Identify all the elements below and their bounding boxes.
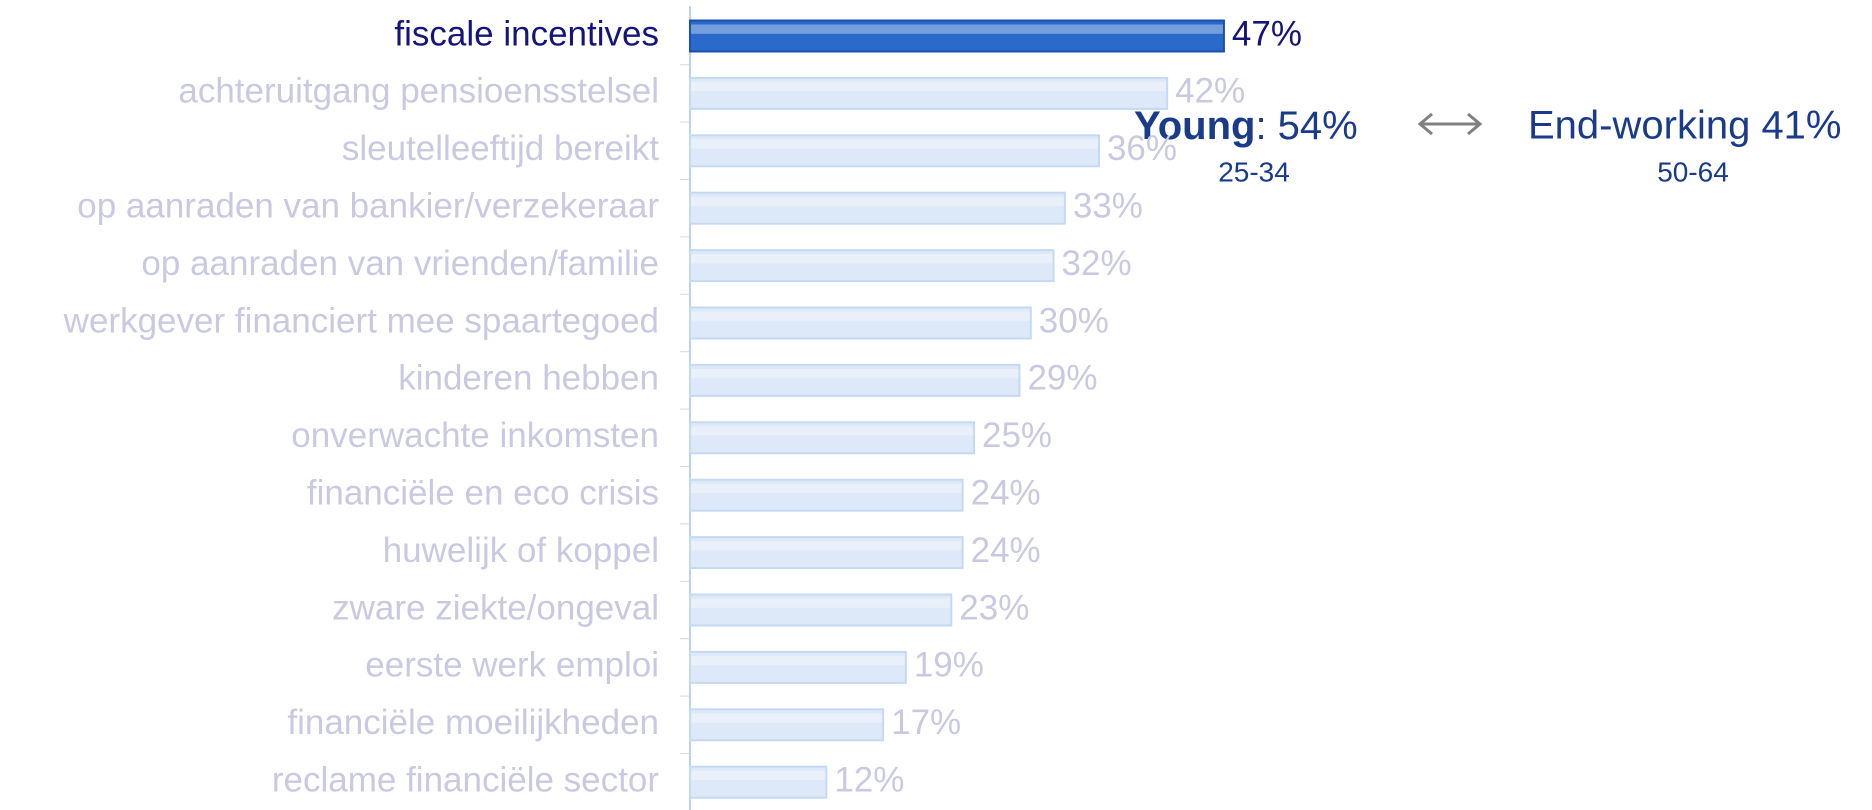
bar bbox=[689, 249, 1055, 283]
bar-highlight bbox=[691, 81, 1167, 92]
bar-highlight bbox=[691, 196, 1064, 206]
value-label: 24% bbox=[971, 531, 1041, 570]
category-label: zware ziekte/ongeval bbox=[332, 588, 659, 627]
category-label: fiscale incentives bbox=[394, 14, 659, 53]
bar bbox=[689, 478, 964, 512]
category-label: kinderen hebben bbox=[398, 359, 659, 398]
category-label: sleutelleeftijd bereikt bbox=[342, 129, 659, 168]
bar bbox=[689, 765, 828, 799]
bar bbox=[689, 191, 1066, 225]
bar-highlight bbox=[691, 24, 1223, 34]
bar bbox=[689, 306, 1032, 340]
value-label: 32% bbox=[1062, 244, 1132, 283]
bar bbox=[689, 421, 975, 455]
value-label: 12% bbox=[834, 760, 904, 799]
annotation-end-age: 50-64 bbox=[1657, 156, 1729, 187]
category-label: op aanraden van bankier/verzekeraar bbox=[77, 186, 659, 225]
bar bbox=[689, 19, 1225, 53]
annotation-young: Young bbox=[1134, 104, 1255, 148]
bar-highlight bbox=[691, 254, 1053, 264]
value-label: 42% bbox=[1175, 72, 1245, 111]
value-label: 17% bbox=[891, 703, 961, 742]
value-label: 19% bbox=[914, 646, 984, 685]
annotation-end: End-working 41% bbox=[1528, 104, 1842, 148]
bar-highlight bbox=[691, 770, 826, 780]
bar bbox=[689, 593, 953, 627]
category-label: financiële moeilijkheden bbox=[287, 703, 659, 742]
value-label: 25% bbox=[982, 416, 1052, 455]
bar bbox=[689, 134, 1100, 168]
bar bbox=[689, 76, 1169, 110]
value-label: 33% bbox=[1073, 186, 1143, 225]
bar-highlight bbox=[691, 311, 1030, 321]
category-label: financiële en eco crisis bbox=[307, 473, 659, 512]
annotation-young-value: : 54% bbox=[1255, 104, 1357, 148]
annotation-young-age: 25-34 bbox=[1218, 156, 1290, 187]
bar-highlight bbox=[691, 426, 973, 436]
category-label: huwelijk of koppel bbox=[383, 531, 659, 570]
bar-highlight bbox=[691, 655, 905, 666]
annotation: Young: 54% bbox=[1134, 104, 1358, 148]
category-label: reclame financiële sector bbox=[272, 760, 659, 799]
category-label: eerste werk emploi bbox=[365, 646, 659, 685]
bar-highlight bbox=[691, 483, 962, 493]
bar-highlight bbox=[691, 368, 1019, 379]
bar bbox=[689, 650, 907, 684]
category-label: achteruitgang pensioensstelsel bbox=[178, 72, 659, 111]
category-label: op aanraden van vrienden/familie bbox=[141, 244, 659, 283]
value-label: 24% bbox=[971, 473, 1041, 512]
value-label: 29% bbox=[1027, 359, 1097, 398]
value-label: 30% bbox=[1039, 301, 1109, 340]
category-label: werkgever financiert mee spaartegoed bbox=[63, 301, 659, 340]
value-label: 23% bbox=[959, 588, 1029, 627]
bar-highlight bbox=[691, 713, 883, 723]
value-label: 47% bbox=[1232, 14, 1302, 53]
bar-highlight bbox=[691, 598, 951, 608]
bar bbox=[689, 708, 885, 742]
double-arrow bbox=[1417, 112, 1483, 136]
bar-highlight bbox=[691, 541, 962, 551]
bar bbox=[689, 363, 1021, 397]
bar bbox=[689, 536, 964, 570]
bar-highlight bbox=[691, 139, 1098, 149]
category-label: onverwachte inkomsten bbox=[291, 416, 659, 455]
value-label: 36% bbox=[1107, 129, 1177, 168]
